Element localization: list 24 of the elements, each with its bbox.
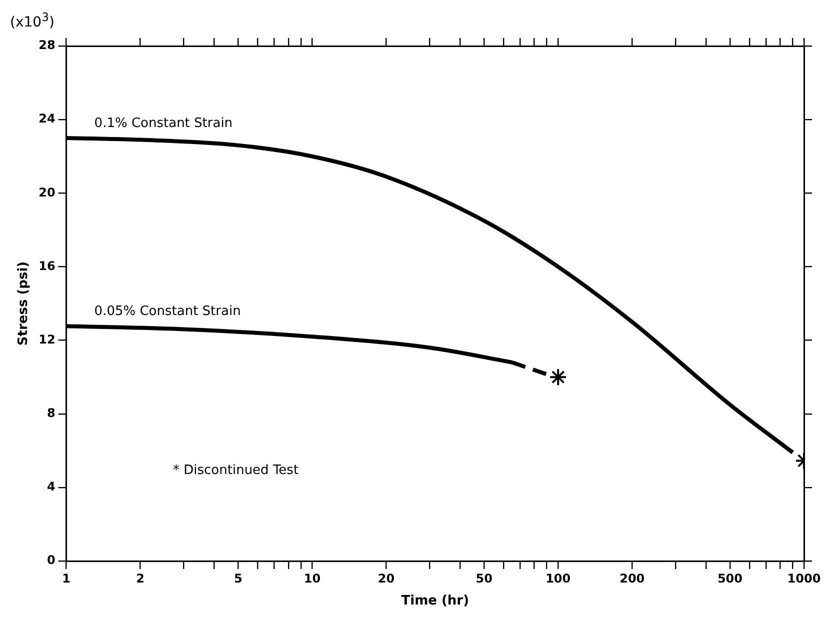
x-tick-label: 100 xyxy=(546,571,571,586)
x-tick-label: 1000 xyxy=(787,571,821,586)
x-tick-label: 1 xyxy=(62,571,70,586)
y-tick-label: 28 xyxy=(38,38,56,52)
x-tick-label: 200 xyxy=(620,571,645,586)
y-tick-label: 24 xyxy=(38,112,56,126)
x-tick-label: 2 xyxy=(136,571,144,586)
x-tick-label: 10 xyxy=(304,571,321,586)
text: (x10$^{3}$) xyxy=(10,10,54,31)
y-tick-label: 12 xyxy=(38,332,56,346)
series-label: 0.05% Constant Strain xyxy=(94,304,241,319)
y-tick-label: 4 xyxy=(46,480,56,494)
x-tick-label: 500 xyxy=(717,571,743,586)
annotation: * Discontinued Test xyxy=(173,463,299,478)
y-tick-label: 8 xyxy=(46,406,56,420)
y-tick-label: 0 xyxy=(46,553,56,568)
x-tick-label: 20 xyxy=(378,571,395,586)
x-axis-title: Time (hr) xyxy=(401,594,470,609)
y-axis-title: Stress (psi) xyxy=(16,261,32,346)
x-tick-label: 50 xyxy=(476,571,492,586)
y-tick-label: 20 xyxy=(38,185,56,200)
x-tick-label: 5 xyxy=(234,571,242,586)
series-label: 0.1% Constant Strain xyxy=(94,116,233,131)
y-tick-label: 16 xyxy=(38,258,56,273)
